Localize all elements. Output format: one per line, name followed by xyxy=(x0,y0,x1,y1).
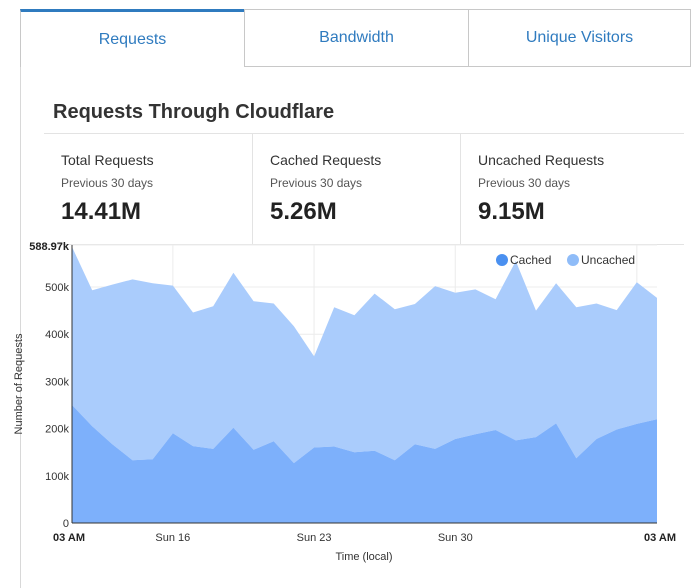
stat-label: Uncached Requests xyxy=(478,152,605,168)
stat-period: Previous 30 days xyxy=(478,176,571,190)
stat-value: 14.41M xyxy=(61,198,142,225)
y-tick-label: 300k xyxy=(45,376,69,388)
stat-uncached-requests: Uncached Requests Previous 30 days 9.15M xyxy=(460,134,684,244)
tab-bar: Requests Bandwidth Unique Visitors xyxy=(20,9,691,67)
y-tick-label: 200k xyxy=(45,424,69,436)
tab-requests-label: Requests xyxy=(98,30,167,48)
stat-value: 9.15M xyxy=(478,198,545,225)
legend-cached-dot xyxy=(496,254,508,266)
y-axis-label: Number of Requests xyxy=(13,333,25,434)
stat-period: Previous 30 days xyxy=(270,176,363,190)
stat-period: Previous 30 days xyxy=(61,176,154,190)
y-tick-label: 100k xyxy=(45,471,69,483)
tab-bandwidth-label: Bandwidth xyxy=(319,29,394,46)
uncached-area[interactable] xyxy=(72,246,657,464)
stat-value: 5.26M xyxy=(270,198,337,225)
legend-uncached-dot xyxy=(567,254,579,266)
chart-legend: Cached Uncached xyxy=(496,253,635,267)
tab-requests[interactable]: Requests xyxy=(20,9,245,67)
tab-unique-visitors-label: Unique Visitors xyxy=(525,29,634,46)
x-tick-label: 03 AM xyxy=(644,532,676,544)
stat-cached-requests: Cached Requests Previous 30 days 5.26M xyxy=(252,134,460,244)
y-tick-label: 500k xyxy=(45,282,69,294)
section-title: Requests Through Cloudflare xyxy=(53,101,335,123)
y-tick-label: 400k xyxy=(45,329,69,341)
stat-label: Cached Requests xyxy=(270,152,382,168)
cached-area[interactable] xyxy=(72,405,657,523)
legend-cached-label[interactable]: Cached xyxy=(510,253,551,267)
tab-unique-visitors[interactable]: Unique Visitors xyxy=(468,9,691,67)
x-tick-label: Sun 16 xyxy=(155,532,190,544)
chart-areas xyxy=(72,246,657,523)
x-tick-label: 03 AM xyxy=(53,532,85,544)
legend-uncached-label[interactable]: Uncached xyxy=(581,253,635,267)
x-axis-label: Time (local) xyxy=(335,551,392,563)
stat-total-requests: Total Requests Previous 30 days 14.41M xyxy=(44,134,252,244)
chart-axes: 0 100k 200k 300k 400k 500k 588.97k 03 AM Sun 16 S… xyxy=(29,241,676,544)
stat-label: Total Requests xyxy=(61,152,154,168)
y-tick-label: 588.97k xyxy=(29,241,70,253)
x-tick-label: Sun 23 xyxy=(297,532,332,544)
x-tick-label: Sun 30 xyxy=(438,532,473,544)
y-tick-label: 0 xyxy=(63,518,69,530)
content-frame xyxy=(20,9,691,588)
tab-bandwidth[interactable]: Bandwidth xyxy=(244,9,469,67)
